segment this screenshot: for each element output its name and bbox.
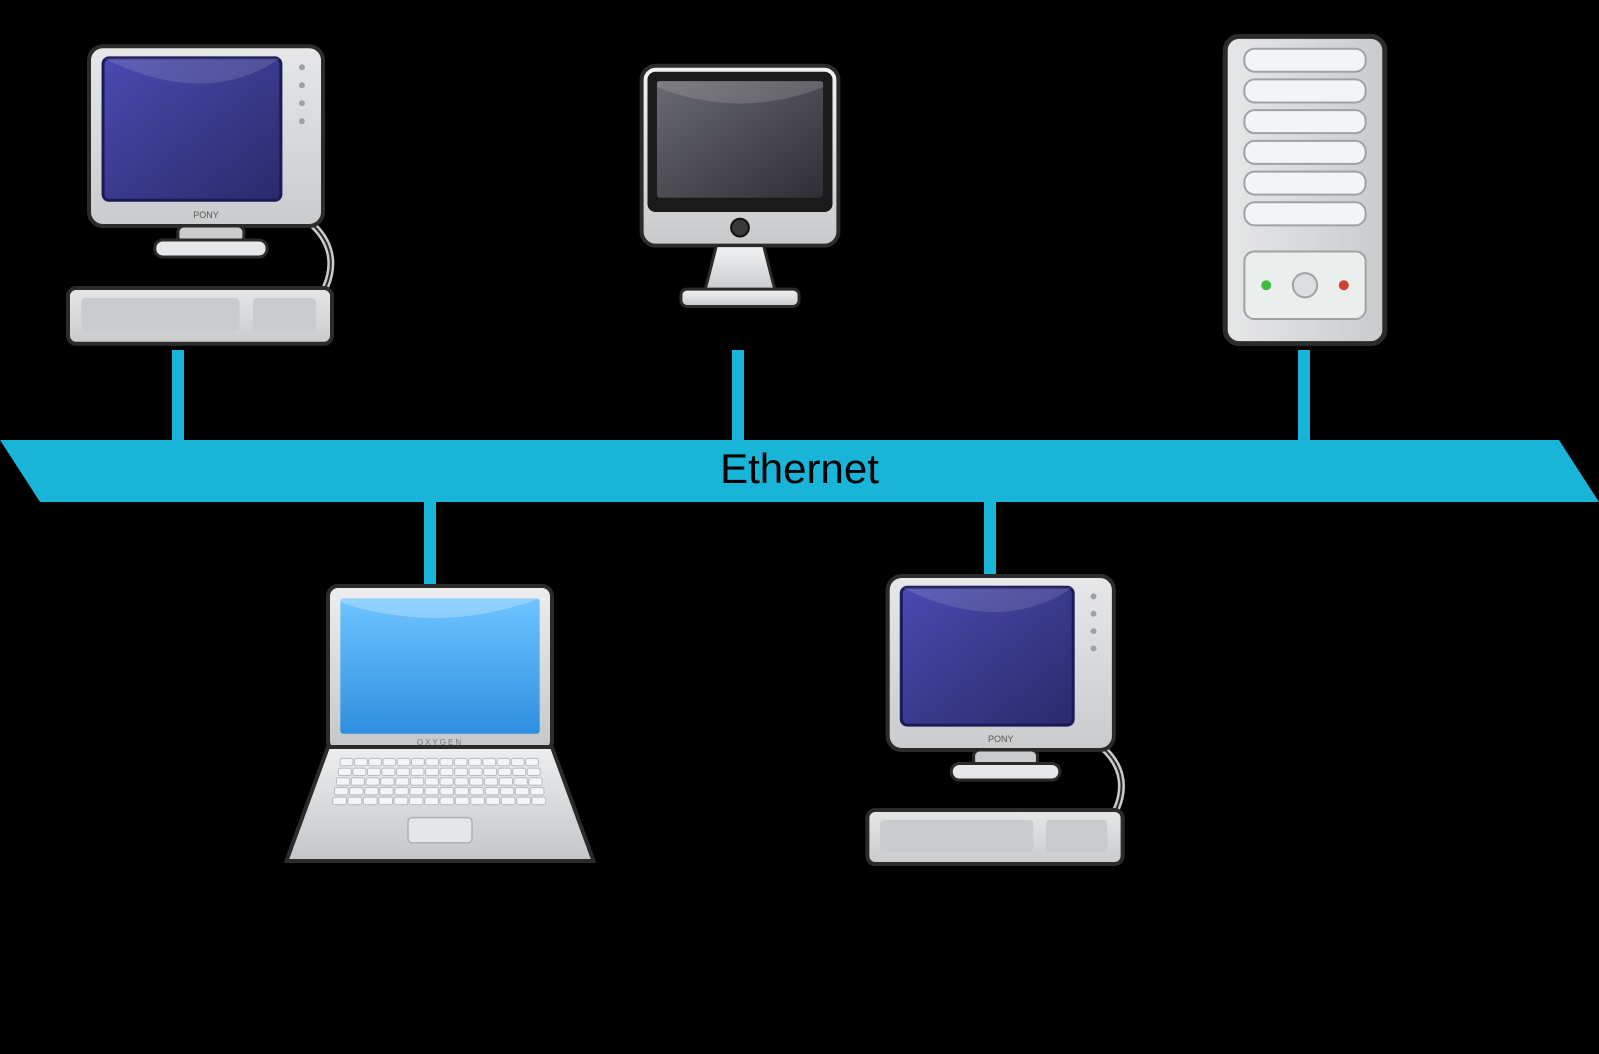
drop-line-top-1 <box>172 350 184 440</box>
crt-desktop-icon: PONY <box>850 570 1140 870</box>
drop-line-top-2 <box>732 350 744 440</box>
svg-text:PONY: PONY <box>988 734 1014 744</box>
drop-line-top-3 <box>1298 350 1310 440</box>
crt-desktop-icon: PONY <box>50 40 350 350</box>
svg-text:PONY: PONY <box>193 210 219 220</box>
imac-icon <box>620 60 860 350</box>
laptop-icon: OXYGEN <box>280 580 600 880</box>
drop-line-bottom-1 <box>424 502 436 592</box>
ethernet-bus <box>0 440 1599 502</box>
server-tower-icon <box>1210 30 1400 350</box>
